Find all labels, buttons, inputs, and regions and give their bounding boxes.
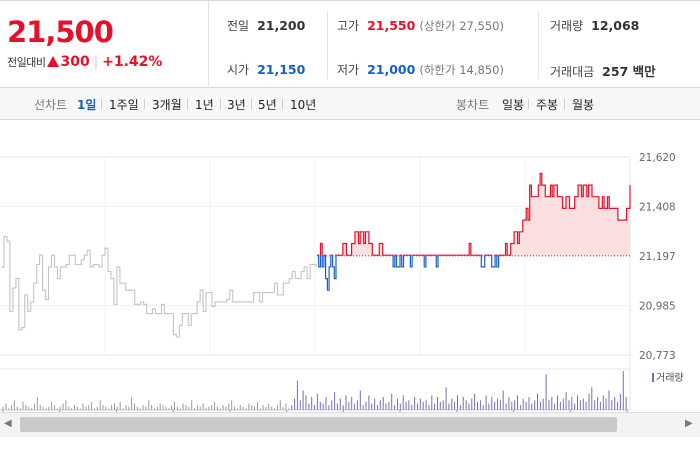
- change-label: 전일대비: [7, 56, 46, 69]
- upper-limit: (상한가 27,550): [419, 19, 504, 33]
- stat-high: 고가 21,550 (상한가 27,550): [337, 17, 504, 34]
- toolbar-separator: [528, 99, 529, 109]
- candle-chart-label: 봉차트: [456, 98, 490, 112]
- scroll-left-arrow-icon[interactable]: ◀: [4, 418, 12, 429]
- change-row: 전일대비 300 | +1.42%: [7, 54, 162, 70]
- stat-value: 21,200: [257, 18, 306, 33]
- period-10-years[interactable]: 10년: [290, 98, 317, 112]
- stat-value: 21,000: [367, 62, 416, 77]
- chart-toolbar: 선차트 1일 1주일 3개월 1년 3년 5년 10년 봉차트 일봉 주봉 월봉: [0, 88, 700, 120]
- scroll-right-arrow-icon[interactable]: ▶: [685, 418, 693, 429]
- period-1-week[interactable]: 1주일: [109, 98, 139, 112]
- candle-daily[interactable]: 일봉: [502, 98, 525, 112]
- candle-monthly[interactable]: 월봉: [572, 98, 595, 112]
- y-tick-label: 21,197: [639, 251, 676, 263]
- up-triangle-icon: [47, 56, 60, 67]
- stat-divider: [327, 11, 328, 79]
- stat-label: 시가: [227, 63, 250, 77]
- toolbar-separator: [564, 99, 565, 109]
- y-tick-label: 20,985: [639, 301, 676, 313]
- today-line-up: [317, 172, 631, 256]
- volume-legend-label: 거래량: [656, 372, 684, 384]
- stat-label: 전일: [227, 19, 250, 33]
- stat-value: 21,150: [257, 62, 306, 77]
- stat-low: 저가 21,000 (하한가 14,850): [337, 61, 504, 78]
- volume-legend-swatch: [652, 373, 654, 382]
- toolbar-separator: [187, 99, 188, 109]
- toolbar-separator: [282, 99, 283, 109]
- scrollbar-thumb[interactable]: [20, 417, 617, 432]
- toolbar-separator: [144, 99, 145, 109]
- toolbar-separator: [220, 99, 221, 109]
- price-chart: 21,620 21,408 21,197 20,985 20,773 거래량: [0, 152, 684, 412]
- stat-volume: 거래량 12,068: [550, 17, 639, 34]
- stock-summary: 21,500 전일대비 300 | +1.42% 전일 21,200 시가 21,150 …: [0, 0, 700, 88]
- stat-open: 시가 21,150: [227, 61, 305, 78]
- stat-value: 257 백만: [602, 64, 656, 79]
- stat-label: 거래대금: [550, 65, 595, 79]
- period-1-year[interactable]: 1년: [195, 98, 214, 112]
- period-3-months[interactable]: 3개월: [152, 98, 182, 112]
- candle-weekly[interactable]: 주봉: [536, 98, 559, 112]
- line-chart-label: 선차트: [34, 98, 68, 112]
- change-divider: |: [93, 55, 99, 70]
- stat-value: 21,550: [367, 18, 416, 33]
- period-3-years[interactable]: 3년: [227, 98, 246, 112]
- toolbar-separator: [251, 99, 252, 109]
- y-tick-label: 21,408: [639, 202, 676, 214]
- previous-session-line: [1, 235, 317, 338]
- stat-trade-value: 거래대금 257 백만: [550, 61, 656, 80]
- period-1-day[interactable]: 1일: [77, 98, 97, 112]
- change-rate: +1.42%: [102, 54, 163, 70]
- stat-label: 거래량: [550, 19, 584, 33]
- stat-value: 12,068: [591, 18, 640, 33]
- lower-limit: (하한가 14,850): [419, 63, 504, 77]
- current-price: 21,500: [7, 15, 114, 49]
- stat-divider: [538, 11, 539, 79]
- change-value: 300: [60, 54, 90, 70]
- stat-label: 저가: [337, 63, 360, 77]
- price-box: 21,500 전일대비 300 | +1.42%: [0, 1, 209, 88]
- y-tick-label: 21,620: [639, 152, 676, 164]
- toolbar-separator: [101, 99, 102, 109]
- stat-label: 고가: [337, 19, 360, 33]
- y-tick-label: 20,773: [639, 350, 676, 362]
- period-5-years[interactable]: 5년: [258, 98, 277, 112]
- stat-prev-close: 전일 21,200: [227, 17, 305, 34]
